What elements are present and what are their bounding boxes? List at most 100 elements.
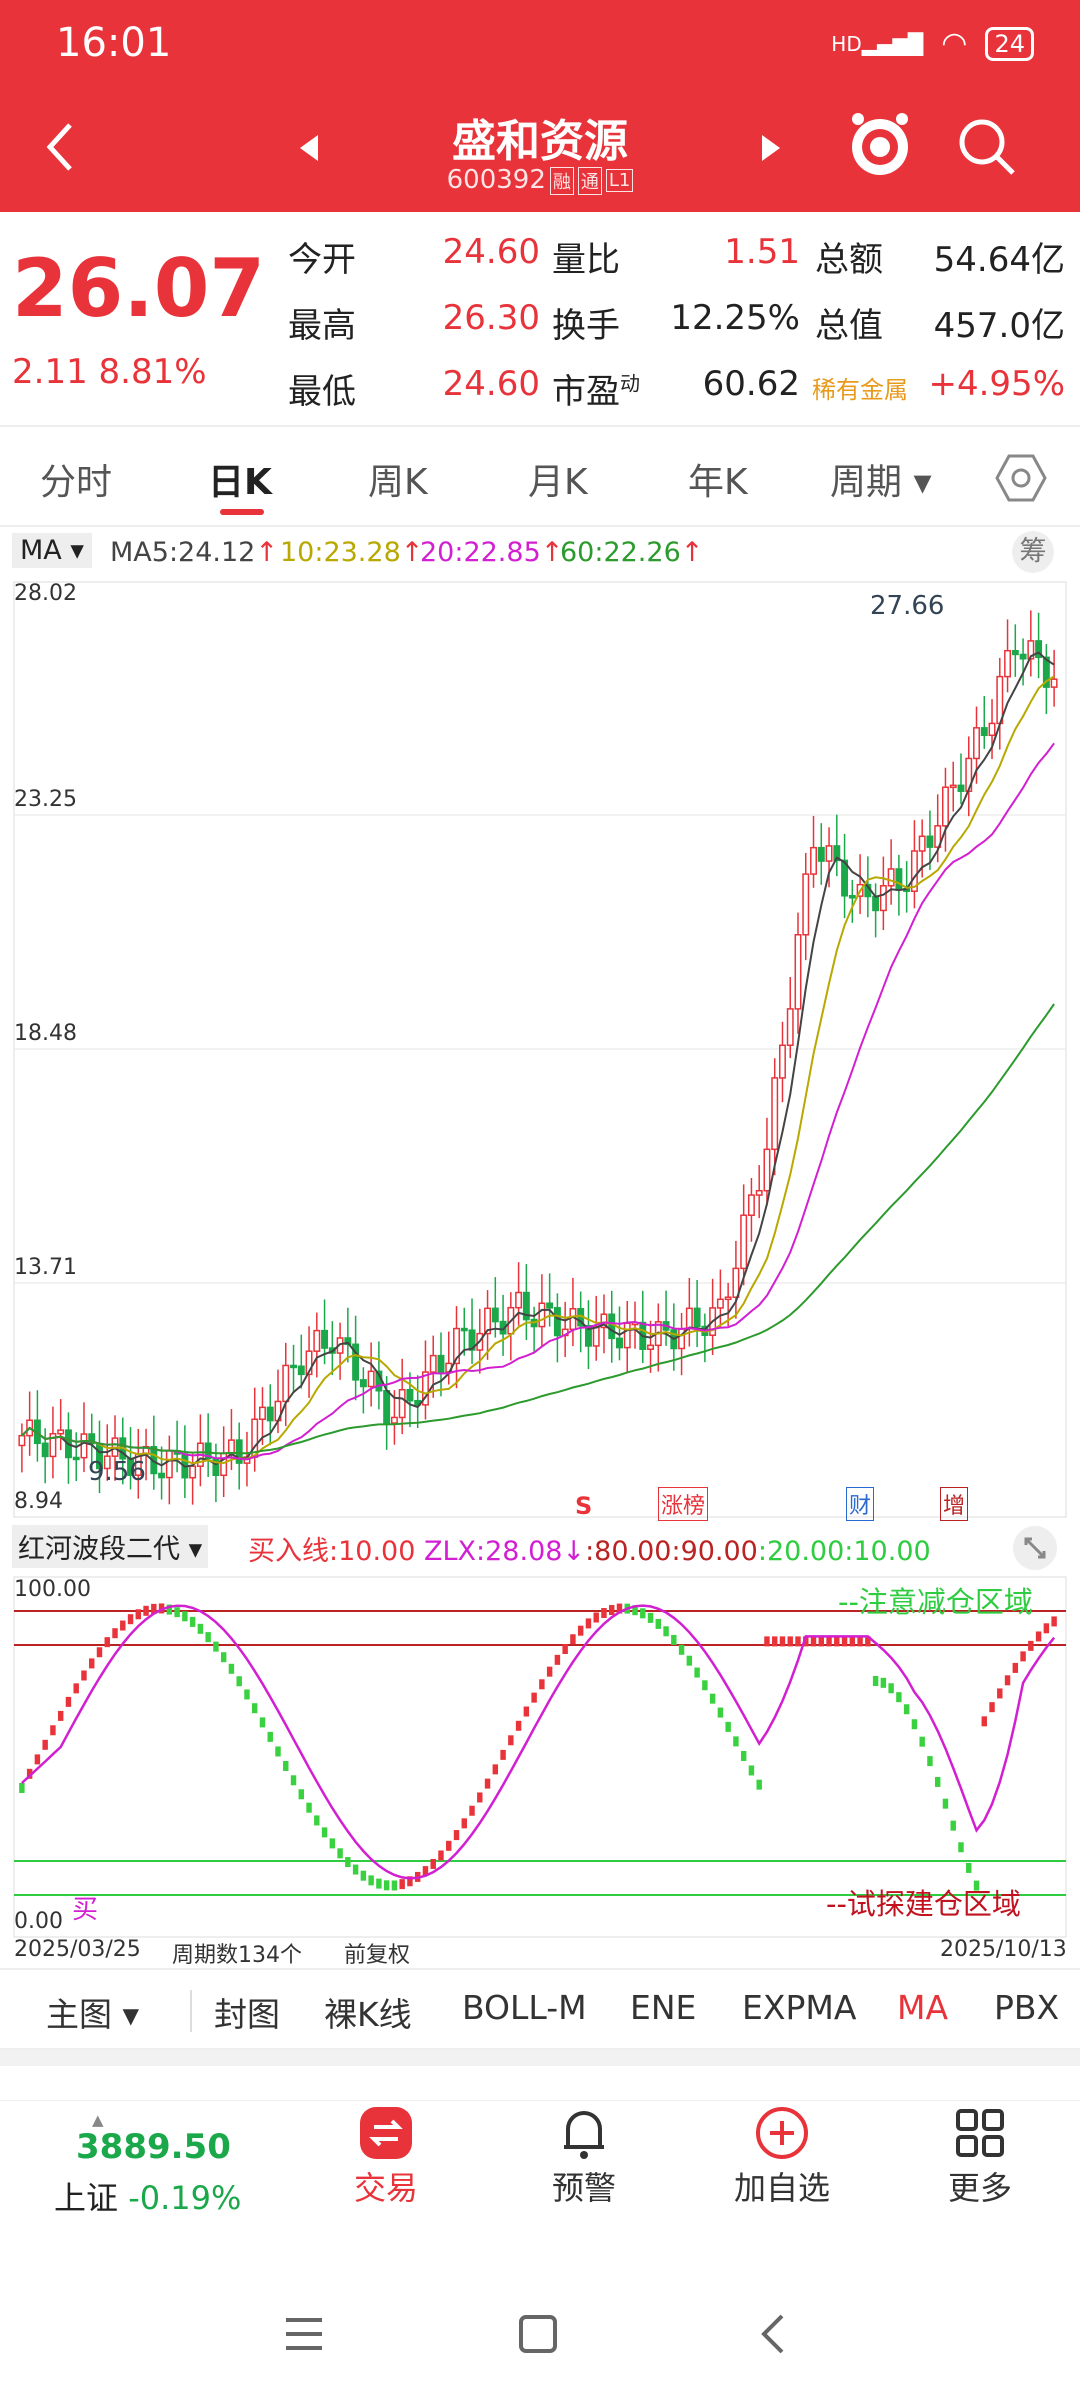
tab-main-chart[interactable]: 主图 ▾	[46, 1995, 140, 2034]
indicator-bar	[1035, 1631, 1042, 1642]
kline-chart[interactable]: 28.02 23.25 18.48 13.71 8.94 27.66 9.56 …	[0, 577, 1080, 1968]
back-nav-icon[interactable]	[756, 2312, 790, 2356]
indicator-bar	[73, 1683, 79, 1694]
index-info[interactable]: 上证 -0.19%	[54, 2179, 242, 2217]
nav-alert[interactable]: 预警	[534, 2103, 634, 2209]
indicator-signal-line	[21, 1604, 1056, 1880]
candle	[724, 1296, 732, 1301]
last-price: 26.07	[12, 242, 266, 335]
indicator-bar	[252, 1703, 258, 1714]
quote-label: 市盈动	[552, 371, 640, 412]
prev-stock-icon[interactable]	[298, 133, 320, 163]
stock-title: 盛和资源	[452, 116, 628, 167]
adjust-mode[interactable]: 前复权	[344, 1943, 411, 1968]
quote-value: 24.60	[442, 364, 540, 404]
nav-trade[interactable]: 交易	[336, 2103, 436, 2209]
indicator-bar	[151, 1603, 157, 1614]
menu-icon[interactable]	[282, 2314, 326, 2354]
indicator-bar	[663, 1626, 669, 1637]
separator	[0, 2050, 1080, 2066]
add-circle-icon	[756, 2107, 808, 2159]
indicator-selector[interactable]: 红河波段二代 ▾	[12, 1525, 209, 1568]
price-axis-label: 23.25	[14, 787, 77, 812]
chip-button[interactable]: 筹	[1012, 531, 1054, 573]
tab-boll-m[interactable]: BOLL-M	[462, 1988, 587, 2027]
indicator-bar	[422, 1866, 429, 1877]
quote-label: 最低	[288, 372, 356, 412]
indicator-bar	[1012, 1662, 1019, 1673]
candle	[290, 1364, 297, 1369]
event-marker[interactable]: 增	[940, 1487, 969, 1521]
indicator-bar	[655, 1618, 662, 1629]
nav-add-watchlist[interactable]: 加自选	[722, 2103, 842, 2209]
next-stock-icon[interactable]	[760, 133, 782, 163]
indicator-bar	[477, 1792, 483, 1803]
expand-icon[interactable]	[1012, 1525, 1058, 1571]
signal-icon: HD▂▄▆█	[831, 31, 924, 56]
candle	[872, 895, 880, 912]
tab-seal[interactable]: 封图	[214, 1995, 280, 2034]
tab-intraday[interactable]: 分时	[40, 462, 113, 503]
tab-weekly-k[interactable]: 周K	[368, 462, 428, 503]
tab-yearly-k[interactable]: 年K	[688, 462, 748, 503]
tab-ene[interactable]: ENE	[630, 1988, 697, 2027]
indicator-bar	[1004, 1675, 1011, 1686]
candle	[88, 1433, 96, 1445]
ma-selector[interactable]: MA ▾	[12, 533, 92, 568]
indicator-bar	[500, 1749, 506, 1760]
ma5-line	[21, 651, 1055, 1468]
tab-monthly-k[interactable]: 月K	[528, 462, 588, 503]
chart-svg[interactable]	[0, 577, 1080, 1967]
mascot-icon[interactable]	[848, 109, 912, 179]
candle	[460, 1327, 468, 1332]
candle	[810, 846, 817, 875]
tab-ma[interactable]: MA	[897, 1988, 949, 2027]
system-nav-bar	[0, 2290, 1080, 2380]
search-icon[interactable]	[955, 115, 1019, 179]
candle	[771, 1077, 779, 1151]
indicator-bar	[834, 1636, 840, 1647]
indicator-bar	[849, 1636, 856, 1647]
indicator-bar	[686, 1655, 693, 1666]
quote-label: 今开	[288, 240, 356, 280]
candle	[841, 859, 849, 897]
tab-daily-k[interactable]: 日K	[208, 462, 272, 503]
indicator-bar	[189, 1616, 196, 1627]
candle	[1042, 656, 1050, 688]
tab-expma[interactable]: EXPMA	[742, 1988, 857, 2027]
date-start: 2025/03/25	[14, 1937, 141, 1962]
indicator-bar	[50, 1725, 56, 1736]
indicator-bar	[461, 1818, 467, 1829]
candle	[616, 1337, 623, 1349]
tab-bare-k[interactable]: 裸K线	[324, 1995, 412, 2034]
sub-axis-label: 100.00	[14, 1577, 91, 1602]
tab-pbx[interactable]: PBX	[994, 1988, 1060, 2027]
indicator-bar	[531, 1692, 537, 1703]
status-bar: 16:01 HD▂▄▆█ ◠ 24	[0, 0, 1080, 90]
candle	[352, 1343, 360, 1381]
event-marker[interactable]: 涨榜	[658, 1487, 709, 1521]
indicator-bar	[290, 1775, 297, 1786]
indicator-bar	[220, 1652, 227, 1663]
high-label: 27.66	[870, 591, 945, 621]
event-marker[interactable]: 财	[846, 1487, 875, 1521]
settings-hex-icon[interactable]	[995, 452, 1047, 504]
indicator-bar	[554, 1654, 561, 1665]
indicator-bar	[671, 1634, 677, 1645]
tab-period[interactable]: 周期 ▾	[830, 462, 932, 503]
quote-value: 54.64亿	[933, 240, 1065, 280]
indicator-bar	[244, 1689, 250, 1700]
signal-marker[interactable]: S	[575, 1492, 593, 1520]
home-icon[interactable]	[516, 2312, 560, 2356]
sector-link[interactable]: 稀有金属	[812, 376, 908, 404]
indicator-bar	[120, 1620, 126, 1631]
nav-more[interactable]: 更多	[930, 2103, 1030, 2209]
candle	[484, 1307, 492, 1335]
index-value[interactable]: 3889.50	[76, 2127, 231, 2167]
indicator-bar	[523, 1706, 530, 1717]
back-icon[interactable]	[40, 117, 80, 177]
indicator-bar	[34, 1754, 41, 1765]
bottom-nav: ▲ 3889.50 上证 -0.19% 交易 预警 加自选 更多	[0, 2100, 1080, 2230]
indicator-bar	[818, 1636, 824, 1647]
candle	[988, 722, 996, 737]
